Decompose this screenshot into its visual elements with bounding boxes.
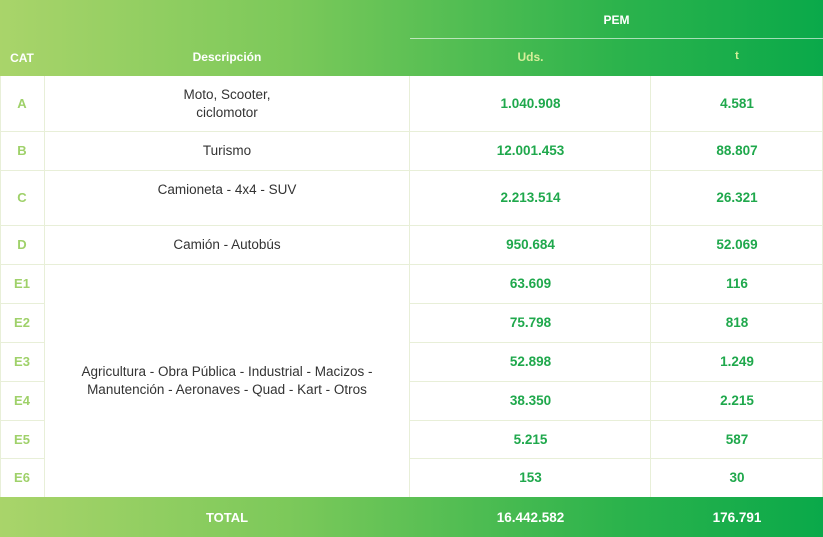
row-e6-t: 30: [729, 470, 745, 485]
row-e2-cat: E2: [14, 315, 30, 330]
row-a-cat: A: [17, 96, 27, 111]
divider-h: [0, 264, 823, 265]
row-e5-cat: E5: [14, 431, 30, 447]
row-c-t: 26.321: [716, 190, 758, 205]
row-a-desc-line1: Moto, Scooter,: [183, 86, 271, 102]
row-b-uds: 12.001.453: [496, 143, 565, 158]
row-d-t: 52.069: [716, 237, 758, 252]
row-a-desc: Moto, Scooter, ciclomotor: [44, 76, 410, 131]
row-a-desc-line2: ciclomotor: [196, 104, 258, 120]
divider-h: [0, 170, 823, 171]
divider-h: [409, 420, 823, 421]
row-d-cat: D: [17, 237, 27, 252]
header-t: t: [735, 50, 739, 62]
row-e6-cat: E6: [14, 470, 30, 485]
total-t: 176.791: [712, 510, 762, 525]
divider-h: [0, 303, 44, 304]
divider-v: [0, 76, 1, 497]
table-total-row: [0, 497, 823, 537]
divider-h: [0, 225, 823, 226]
row-b-desc: Turismo: [202, 142, 252, 158]
header-descripcion: Descripción: [192, 50, 262, 64]
row-e1-uds: 63.609: [509, 276, 552, 291]
group-e-desc-line1: Agricultura - Obra Pública - Industrial …: [81, 363, 373, 379]
header-pem: PEM: [603, 13, 630, 27]
row-e4-t: 2.215: [720, 393, 754, 408]
row-e2-t: 818: [725, 315, 749, 330]
header-uds: Uds.: [517, 50, 544, 64]
row-a-t: 4.581: [720, 96, 754, 111]
divider-h: [409, 381, 823, 382]
row-e4-cat: E4: [14, 393, 30, 408]
divider-h: [0, 342, 44, 343]
row-b-cat: B: [17, 143, 27, 158]
header-pem-divider: [410, 38, 823, 39]
row-e3-cat: E3: [14, 354, 30, 369]
row-e6-uds: 153: [519, 470, 542, 485]
row-e4-uds: 38.350: [509, 393, 552, 408]
divider-h: [0, 420, 44, 421]
row-c-cat: C: [17, 190, 27, 205]
total-uds: 16.442.582: [496, 510, 565, 525]
row-e1-t: 116: [726, 276, 748, 291]
table-body: A Moto, Scooter, ciclomotor 1.040.908 4.…: [0, 76, 823, 497]
row-b-t: 88.807: [716, 143, 758, 158]
row-e5-t: 587: [725, 431, 749, 447]
row-c-desc: Camioneta - 4x4 - SUV: [157, 182, 297, 197]
row-d-uds: 950.684: [506, 237, 555, 252]
row-a-uds: 1.040.908: [500, 96, 561, 111]
divider-v: [409, 76, 410, 497]
row-e3-uds: 52.898: [509, 354, 552, 369]
divider-h: [0, 381, 44, 382]
divider-h: [409, 458, 823, 459]
group-e-desc: Agricultura - Obra Pública - Industrial …: [44, 264, 410, 497]
row-e1-cat: E1: [14, 276, 30, 291]
header-cat: CAT: [10, 51, 34, 65]
divider-h: [409, 342, 823, 343]
divider-h: [0, 131, 823, 132]
row-e2-uds: 75.798: [509, 315, 552, 330]
divider-v: [44, 76, 45, 497]
divider-v: [650, 76, 651, 497]
divider-h: [409, 303, 823, 304]
row-e5-uds: 5.215: [513, 431, 548, 447]
total-label: TOTAL: [205, 510, 249, 525]
row-e3-t: 1.249: [720, 354, 754, 369]
group-e-desc-line2: Manutención - Aeronaves - Quad - Kart - …: [87, 381, 367, 397]
divider-h: [0, 458, 44, 459]
row-d-desc: Camión - Autobús: [173, 236, 281, 252]
row-c-uds: 2.213.514: [500, 190, 561, 205]
